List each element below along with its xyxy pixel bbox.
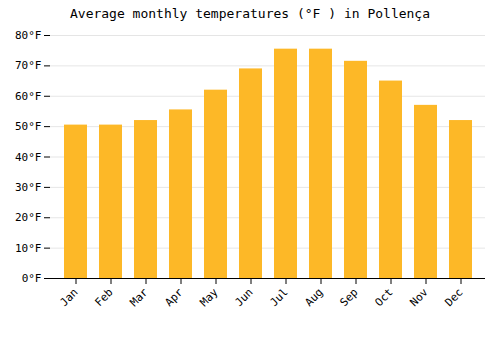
- html-text:Average monthly temperatures (: Average monthly temperatures (°F ) in Po…: [70, 6, 430, 21]
- svg-text:Nov: Nov: [407, 285, 431, 309]
- svg-text:40°F: 40°F: [15, 151, 42, 164]
- svg-text:Aug: Aug: [302, 286, 325, 309]
- svg-text:80°F: 80°F: [15, 29, 42, 42]
- svg-text:60°F: 60°F: [15, 90, 42, 103]
- svg-text:70°F: 70°F: [15, 59, 42, 72]
- svg-text:Jan: Jan: [57, 286, 80, 309]
- svg-text:50°F: 50°F: [15, 120, 42, 133]
- svg-text:Jul: Jul: [267, 286, 290, 309]
- svg-text:0°F: 0°F: [22, 272, 42, 285]
- svg-text:Mar: Mar: [127, 285, 151, 309]
- svg-text:Feb: Feb: [92, 286, 115, 309]
- svg-text:10°F: 10°F: [15, 242, 42, 255]
- svg-text:30°F: 30°F: [15, 181, 42, 194]
- svg-text:Jun: Jun: [232, 286, 255, 309]
- svg-text:Sep: Sep: [337, 286, 360, 309]
- svg-text:Dec: Dec: [442, 286, 465, 309]
- svg-text:Apr: Apr: [162, 285, 186, 309]
- svg-text:Oct: Oct: [372, 286, 395, 309]
- svg-text:May: May: [197, 285, 221, 309]
- svg-text:20°F: 20°F: [15, 211, 42, 224]
